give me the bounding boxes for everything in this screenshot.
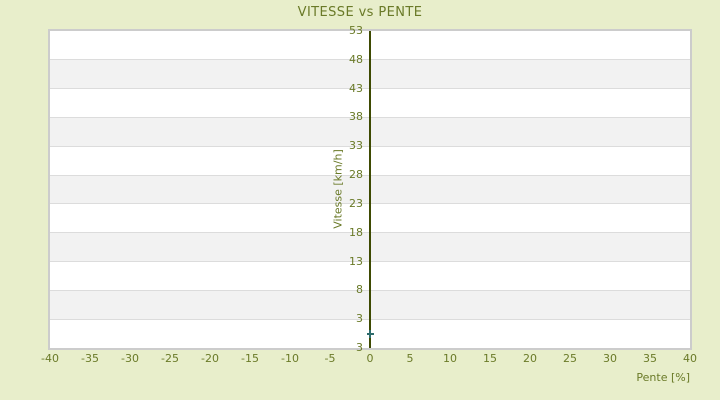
- y-tick-label: 18: [349, 225, 363, 239]
- y-tick-label: 38: [349, 110, 363, 124]
- x-tick-label: -30: [121, 352, 139, 365]
- x-tick-label: -20: [201, 352, 219, 365]
- x-tick-label: -10: [281, 352, 299, 365]
- y-tick-label: 53: [349, 24, 363, 37]
- x-tick-label: 40: [683, 352, 697, 365]
- y-tick-label: 48: [349, 52, 363, 66]
- x-tick-label: 0: [366, 352, 374, 365]
- y-tick-label: 13: [349, 254, 363, 268]
- y-tick-label: 43: [349, 81, 363, 95]
- x-tick-label: -5: [324, 352, 336, 365]
- y-tick-label: 28: [349, 168, 363, 182]
- x-tick-label: 10: [443, 352, 457, 365]
- y-tick-label: 33: [349, 139, 363, 153]
- x-tick-label: 5: [406, 352, 414, 365]
- y-tick-label: 8: [356, 283, 363, 297]
- data-point-marker: [369, 329, 371, 338]
- plot-area: [48, 29, 692, 350]
- x-tick-label: -40: [41, 352, 59, 365]
- y-tick-label: 23: [349, 196, 363, 210]
- x-tick-label: 35: [643, 352, 657, 365]
- x-tick-label: -35: [81, 352, 99, 365]
- y-tick-label: 3: [356, 312, 363, 326]
- x-tick-label: -15: [241, 352, 259, 365]
- y-axis-title: Vitesse [km/h]: [331, 149, 345, 229]
- x-tick-label: -25: [161, 352, 179, 365]
- x-tick-label: 15: [483, 352, 497, 365]
- x-tick-label: 25: [563, 352, 577, 365]
- chart-title: VITESSE vs PENTE: [297, 5, 423, 20]
- x-tick-label: 30: [603, 352, 617, 365]
- x-axis-title: Pente [%]: [636, 371, 690, 384]
- y-tick-label: 3: [356, 341, 363, 354]
- y-axis-line: [369, 31, 371, 348]
- x-tick-label: 20: [523, 352, 537, 365]
